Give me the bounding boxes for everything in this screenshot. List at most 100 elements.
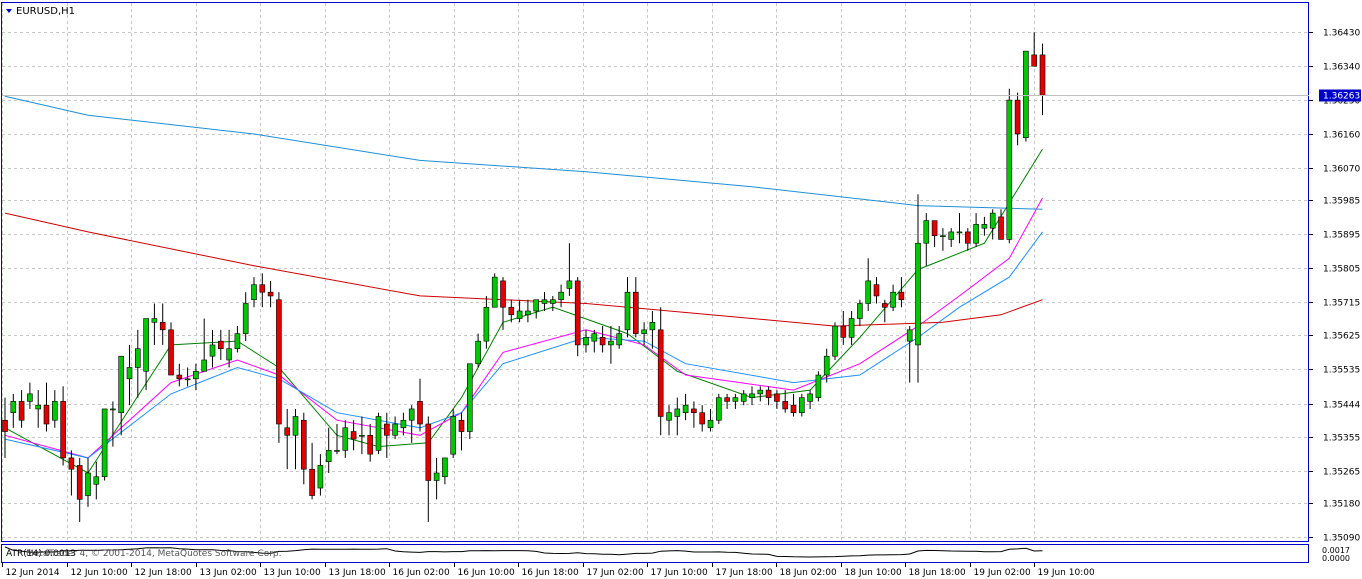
candle-body bbox=[342, 427, 349, 451]
candle-body bbox=[151, 318, 158, 323]
candle-body bbox=[749, 393, 755, 398]
candle-body bbox=[425, 423, 432, 481]
candle bbox=[699, 405, 706, 432]
indicator-value-top: 0.0017 bbox=[1322, 546, 1350, 555]
symbol-header[interactable]: EURUSD,H1 bbox=[6, 6, 75, 17]
candle bbox=[176, 363, 183, 387]
candle bbox=[184, 367, 191, 387]
candle-body bbox=[101, 408, 108, 478]
candle-body bbox=[873, 284, 880, 297]
candle-body bbox=[865, 280, 872, 304]
candle-body bbox=[27, 393, 33, 402]
candle bbox=[450, 408, 457, 458]
candle-body bbox=[350, 431, 357, 440]
candle-body bbox=[193, 370, 199, 380]
y-tick-label: 1.36430 bbox=[1323, 29, 1360, 39]
candle bbox=[267, 280, 274, 308]
candle bbox=[226, 329, 232, 368]
candle-body bbox=[417, 401, 423, 425]
candle-body bbox=[707, 419, 714, 429]
candle bbox=[657, 307, 664, 436]
y-tick-label: 1.35805 bbox=[1323, 265, 1360, 275]
candle bbox=[749, 386, 755, 406]
y-tick-label: 1.35444 bbox=[1323, 401, 1360, 411]
candle-body bbox=[433, 472, 440, 481]
candle-body bbox=[857, 303, 863, 319]
x-tick-label: 13 Jun 02:00 bbox=[200, 568, 257, 578]
candle bbox=[666, 405, 672, 436]
x-tick-label: 18 Jun 10:00 bbox=[845, 568, 902, 578]
main-chart-frame bbox=[1, 2, 1309, 542]
candle bbox=[2, 397, 8, 458]
candle bbox=[151, 303, 158, 345]
x-tick-label: 12 Jun 18:00 bbox=[135, 568, 192, 578]
candle bbox=[110, 401, 116, 447]
y-tick-label: 1.35535 bbox=[1323, 366, 1360, 376]
candle-body bbox=[1023, 50, 1029, 139]
candle bbox=[508, 299, 515, 323]
candle-body bbox=[715, 397, 722, 421]
candle-body bbox=[881, 303, 888, 308]
time-axis: 12 Jun 2014 12 Jun 10:00 12 Jun 18:00 13 Ju… bbox=[2, 563, 1095, 578]
candle bbox=[732, 393, 739, 409]
candle bbox=[201, 318, 207, 372]
candle-body bbox=[325, 450, 332, 462]
atr-line bbox=[4, 546, 1043, 558]
candle-body bbox=[300, 419, 307, 470]
x-tick-label: 13 Jun 18:00 bbox=[329, 568, 386, 578]
candle bbox=[1006, 88, 1013, 244]
candle bbox=[458, 412, 465, 451]
candle bbox=[915, 194, 921, 383]
candle bbox=[350, 420, 357, 451]
candle bbox=[367, 424, 374, 462]
candle bbox=[682, 393, 689, 421]
candle bbox=[400, 412, 407, 436]
candle bbox=[417, 378, 423, 432]
y-tick-label: 1.35355 bbox=[1323, 434, 1360, 444]
candle-body bbox=[408, 408, 415, 421]
candle bbox=[143, 318, 149, 391]
candle bbox=[126, 344, 133, 406]
x-tick-label: 19 Jun 10:00 bbox=[1038, 568, 1095, 578]
candle bbox=[317, 454, 324, 496]
y-tick-label: 1.35625 bbox=[1323, 332, 1360, 342]
candle bbox=[408, 405, 415, 443]
candle bbox=[823, 348, 830, 383]
candle-body bbox=[85, 472, 91, 496]
candle bbox=[691, 401, 697, 428]
y-tick-label: 1.35180 bbox=[1323, 500, 1360, 510]
candle-body bbox=[599, 337, 606, 346]
candle bbox=[857, 299, 863, 327]
candle-body bbox=[143, 318, 149, 372]
candle bbox=[740, 390, 747, 406]
candle-body bbox=[392, 423, 398, 436]
moving-average-line bbox=[4, 95, 1043, 210]
moving-average-line bbox=[4, 212, 1043, 327]
candle bbox=[632, 277, 639, 338]
candle-body bbox=[641, 329, 647, 334]
candle-body bbox=[10, 401, 17, 414]
candle-body bbox=[259, 284, 266, 293]
candle-body bbox=[549, 299, 556, 304]
candle-body bbox=[574, 280, 581, 346]
candle bbox=[525, 299, 531, 323]
candle-body bbox=[176, 374, 183, 380]
candle-body bbox=[616, 333, 623, 346]
candle-body bbox=[525, 310, 531, 316]
candle bbox=[276, 292, 282, 443]
copyright-text: MetaTrader 4, © 2001-2014, MetaQuotes So… bbox=[26, 549, 282, 559]
candle bbox=[616, 326, 623, 349]
candle-body bbox=[359, 435, 365, 437]
candle bbox=[234, 326, 241, 353]
candle-body bbox=[674, 408, 681, 417]
candle-body bbox=[757, 389, 764, 395]
symbol-dropdown-icon[interactable] bbox=[6, 9, 12, 13]
candle-body bbox=[608, 340, 614, 346]
candle bbox=[500, 277, 506, 330]
candle bbox=[591, 329, 598, 353]
x-tick-label: 17 Jun 18:00 bbox=[716, 568, 773, 578]
candle bbox=[973, 213, 979, 247]
candle-body bbox=[450, 416, 457, 455]
candle bbox=[782, 390, 789, 413]
